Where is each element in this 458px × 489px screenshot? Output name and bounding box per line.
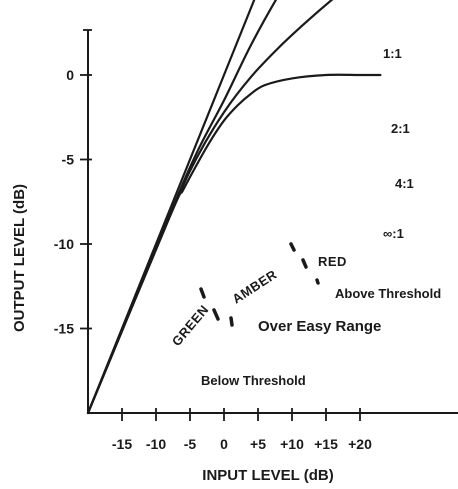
x-axis-label: INPUT LEVEL (dB) — [202, 467, 333, 484]
above-threshold-label: Above Threshold — [335, 286, 441, 301]
y-axis-label: OUTPUT LEVEL (dB) — [11, 184, 28, 332]
amber-zone-label: AMBER — [229, 267, 279, 307]
x-tick-label: 0 — [220, 436, 228, 452]
x-tick-label: +10 — [280, 436, 304, 452]
series-4-1-line — [86, 0, 334, 415]
axes — [83, 29, 458, 414]
series-label-infinity-1: ∞:1 — [383, 226, 404, 241]
x-tick-label: +15 — [314, 436, 338, 452]
x-tick-label: -5 — [184, 436, 197, 452]
series-label-2-1: 2:1 — [391, 121, 410, 136]
x-tick-label: -15 — [112, 436, 132, 452]
series-label-1-1: 1:1 — [383, 46, 402, 61]
red-zone-label: RED — [318, 254, 347, 269]
y-tick-label: -10 — [54, 236, 74, 252]
x-tick-label: +5 — [250, 436, 266, 452]
series-infinity-1-line — [86, 73, 382, 415]
green-zone-label: GREEN — [169, 302, 212, 349]
range-dash-mark — [229, 316, 234, 327]
x-tick-label: -10 — [146, 436, 166, 452]
over-easy-range-label: Over Easy Range — [258, 318, 381, 335]
series-label-4-1: 4:1 — [395, 176, 414, 191]
range-dash-mark — [289, 242, 296, 252]
range-dash-mark — [315, 278, 320, 285]
x-tick-label: +20 — [348, 436, 372, 452]
range-dash-mark — [212, 308, 220, 321]
y-tick-label: -5 — [62, 152, 75, 168]
y-tick-label: -15 — [54, 321, 74, 337]
y-tick-label: 0 — [66, 67, 74, 83]
range-dash-mark — [199, 287, 206, 299]
ticks: -15-10-50+5+10+15+20-15-10-50+5+10+15+20 — [54, 67, 372, 452]
range-markers — [199, 242, 320, 327]
series-1-1-line — [86, 0, 256, 415]
series-2-1-line — [86, 0, 278, 415]
below-threshold-label: Below Threshold — [201, 373, 306, 388]
range-dash-mark — [301, 258, 308, 269]
curves — [86, 0, 382, 415]
